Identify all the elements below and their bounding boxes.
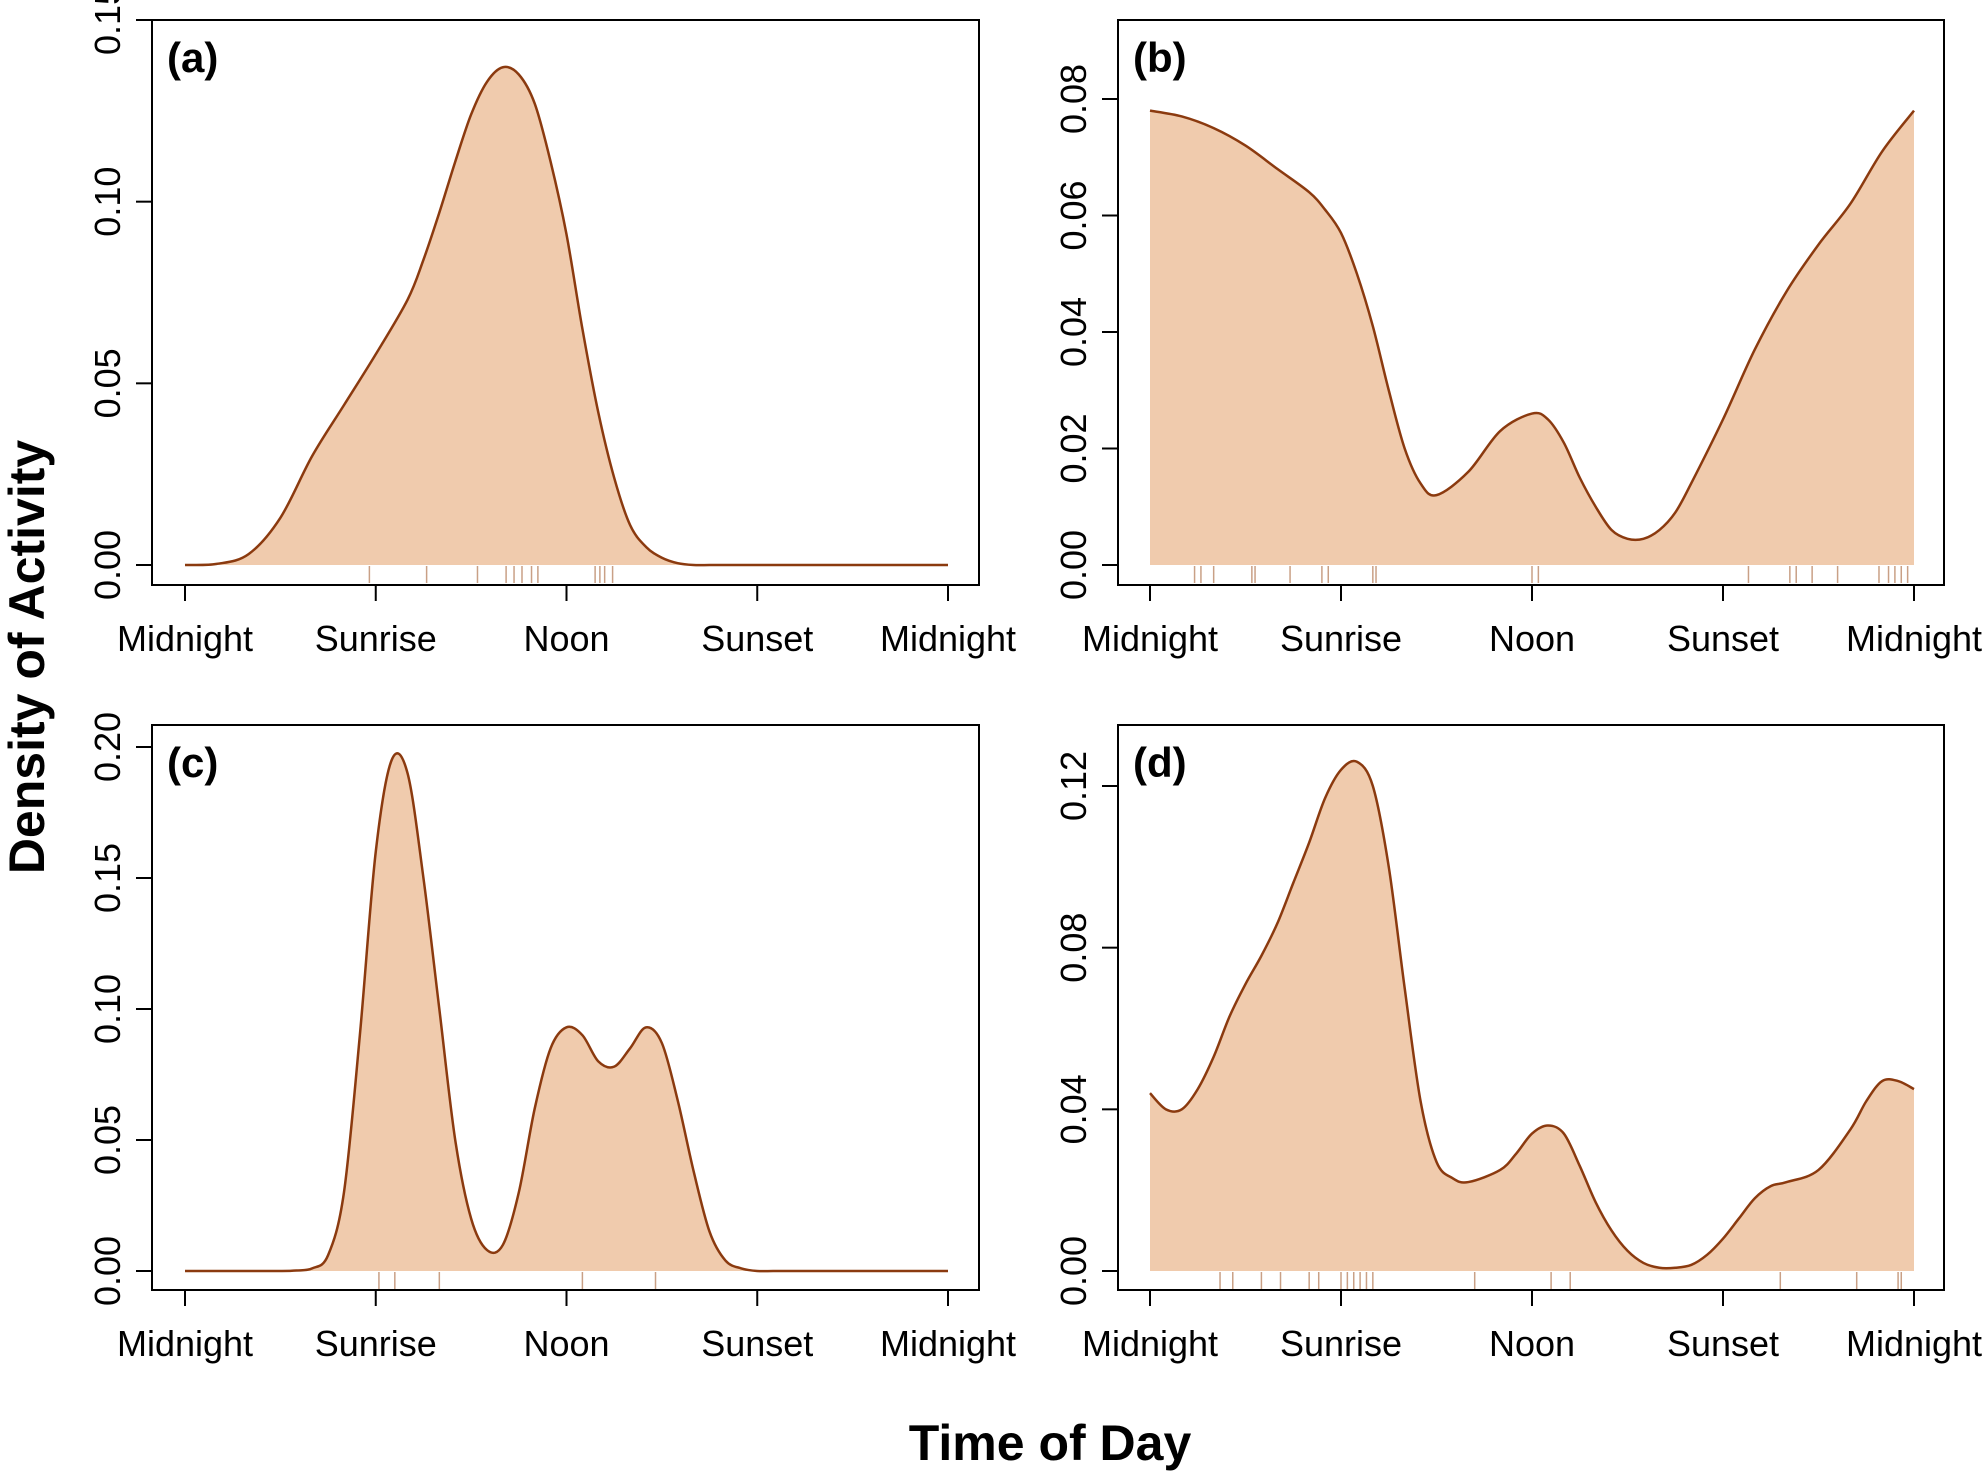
x-tick-label: Sunrise (315, 1323, 437, 1364)
panel-label: (d) (1133, 739, 1187, 786)
x-tick-label: Sunset (701, 1323, 813, 1364)
density-curve (184, 65, 948, 567)
x-tick-label: Sunset (701, 618, 813, 659)
x-tick-label: Midnight (117, 618, 253, 659)
y-tick-label: 0.00 (87, 1236, 128, 1306)
x-tick-label: Midnight (117, 1323, 253, 1364)
y-tick-label: 0.08 (1053, 64, 1094, 134)
density-area (1150, 110, 1914, 566)
y-tick-label: 0.10 (87, 167, 128, 237)
y-axis-title: Density of Activity (0, 440, 55, 875)
panel-c: Midnight Sunrise Noon Sunset Midnight 0.00 0.0… (87, 712, 1016, 1364)
density-area (185, 753, 948, 1272)
panel-a: Midnight Sunrise Noon Sunset Midnight 0.00 0.0… (87, 0, 1016, 659)
x-tick-label: Noon (523, 618, 609, 659)
density-area (185, 66, 948, 566)
y-tick-label: 0.00 (1053, 1236, 1094, 1306)
x-tick-label: Midnight (1846, 618, 1982, 659)
y-tick-label: 0.00 (87, 530, 128, 600)
y-tick-label: 0.12 (1053, 751, 1094, 821)
panel-b: Midnight Sunrise Noon Sunset Midnight 0.00 0.0… (1053, 19, 1982, 659)
y-tick-label: 0.05 (87, 348, 128, 418)
x-tick-label: Sunset (1667, 618, 1779, 659)
panel-label: (b) (1133, 34, 1187, 81)
x-tick-label: Midnight (1846, 1323, 1982, 1364)
x-tick-label: Sunrise (315, 618, 437, 659)
y-tick-label: 0.00 (1053, 530, 1094, 600)
y-tick-label: 0.10 (87, 974, 128, 1044)
x-tick-label: Sunrise (1280, 1323, 1402, 1364)
x-tick-label: Noon (1489, 618, 1575, 659)
y-tick-label: 0.02 (1053, 413, 1094, 483)
y-tick-label: 0.15 (87, 0, 128, 55)
density-curve (184, 752, 948, 1273)
y-tick-label: 0.20 (87, 712, 128, 782)
x-tick-label: Midnight (1082, 618, 1218, 659)
density-area (1150, 760, 1914, 1271)
y-tick-label: 0.06 (1053, 180, 1094, 250)
y-tick-label: 0.15 (87, 843, 128, 913)
x-axis-title: Time of Day (909, 1415, 1192, 1471)
y-tick-label: 0.05 (87, 1105, 128, 1175)
x-tick-label: Sunrise (1280, 618, 1402, 659)
density-curve (1149, 109, 1915, 542)
panel-label: (a) (167, 34, 218, 81)
y-tick-label: 0.04 (1053, 297, 1094, 367)
x-tick-label: Midnight (1082, 1323, 1218, 1364)
x-tick-label: Sunset (1667, 1323, 1779, 1364)
panel-d: Midnight Sunrise Noon Sunset Midnight 0.00 0.0… (1053, 724, 1982, 1364)
density-curve (1149, 759, 1915, 1270)
y-tick-label: 0.08 (1053, 913, 1094, 983)
x-tick-label: Midnight (880, 618, 1016, 659)
x-tick-label: Midnight (880, 1323, 1016, 1364)
panel-label: (c) (167, 739, 218, 786)
y-tick-label: 0.04 (1053, 1074, 1094, 1144)
x-tick-label: Noon (1489, 1323, 1575, 1364)
x-tick-label: Noon (523, 1323, 609, 1364)
